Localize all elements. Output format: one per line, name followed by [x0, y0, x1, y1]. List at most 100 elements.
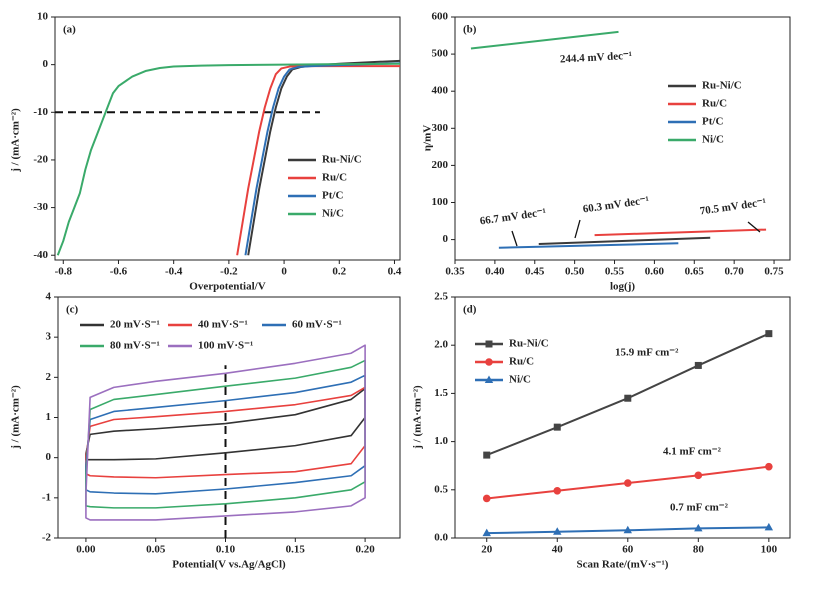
- annotation-pointer: [511, 230, 518, 247]
- annotation: 244.4 mV dec⁻¹: [560, 50, 633, 66]
- panel-label: (b): [463, 24, 477, 36]
- x-tick-label: 0.60: [645, 266, 665, 278]
- x-tick-label: 0.00: [76, 544, 96, 556]
- marker: [623, 479, 632, 487]
- panel-label: (c): [66, 304, 79, 316]
- x-tick-label: 0.70: [725, 266, 745, 278]
- annotation-pointer: [574, 219, 581, 239]
- annotation-pointer: [747, 221, 761, 233]
- legend-label: 80 mV·S⁻¹: [110, 340, 160, 352]
- series-line: [538, 236, 711, 246]
- x-tick-label: 0.05: [146, 544, 166, 556]
- y-tick-label: -40: [33, 249, 48, 261]
- x-tick-label: 40: [552, 544, 564, 556]
- marker: [765, 462, 773, 471]
- x-tick-label: 0.35: [445, 266, 465, 278]
- x-tick-label: 0.10: [216, 544, 236, 556]
- y-tick-label: 0.5: [434, 483, 448, 495]
- legend-label: Ni/C: [702, 134, 724, 146]
- marker: [694, 471, 703, 480]
- series-line: [244, 62, 401, 256]
- annotation: 4.1 mF cm⁻²: [663, 446, 722, 458]
- marker: [483, 451, 491, 459]
- annotation: 15.9 mF cm⁻²: [615, 347, 679, 359]
- legend-label: 60 mV·S⁻¹: [292, 319, 342, 331]
- legend-label: Ru/C: [322, 172, 347, 184]
- plot-frame: [454, 16, 791, 261]
- x-tick-label: 60: [622, 544, 634, 556]
- x-tick-label: 0: [281, 266, 287, 278]
- y-tick-label: -1: [42, 491, 51, 503]
- marker: [553, 423, 561, 431]
- marker: [482, 494, 491, 503]
- x-tick-label: 0.65: [685, 266, 705, 278]
- x-axis-label: Overpotential/V: [189, 281, 265, 293]
- x-axis-label: log(j): [610, 281, 635, 293]
- y-tick-label: 600: [432, 11, 449, 23]
- marker: [482, 528, 491, 537]
- y-tick-label: -30: [33, 201, 48, 213]
- panel-label: (a): [63, 24, 76, 36]
- legend-label: 40 mV·S⁻¹: [198, 319, 248, 331]
- y-tick-label: 2.0: [434, 339, 448, 351]
- x-tick-label: 0.20: [355, 544, 375, 556]
- series-line: [85, 344, 366, 521]
- legend-label: Ru/C: [702, 98, 727, 110]
- marker: [694, 361, 702, 369]
- plot-frame: [57, 296, 401, 539]
- x-tick-label: -0.4: [165, 266, 183, 278]
- y-tick-label: 1.0: [434, 435, 448, 447]
- x-tick-label: 0.75: [764, 266, 784, 278]
- x-axis-label: Potential(V vs.Ag/AgCl): [172, 559, 286, 571]
- x-tick-label: 0.15: [286, 544, 306, 556]
- x-tick-label: 0.55: [605, 266, 625, 278]
- series-line: [56, 62, 401, 256]
- marker: [624, 394, 632, 402]
- y-tick-label: 0.0: [434, 532, 448, 544]
- x-tick-label: 0.40: [485, 266, 505, 278]
- y-tick-label: -20: [33, 153, 48, 165]
- legend-label: Ni/C: [509, 374, 531, 386]
- y-tick-label: 10: [37, 11, 49, 23]
- y-tick-label: 2: [46, 371, 52, 383]
- x-tick-label: 20: [481, 544, 493, 556]
- y-axis-label: j / (mA·cm⁻²): [412, 385, 424, 450]
- series-line: [470, 30, 619, 50]
- legend-label: Ru/C: [509, 356, 534, 368]
- y-tick-label: 1.5: [434, 387, 448, 399]
- y-tick-label: 1: [46, 411, 52, 423]
- x-tick-label: 100: [761, 544, 778, 556]
- marker: [764, 522, 774, 531]
- legend-label: Ru-Ni/C: [509, 338, 549, 350]
- panel-label: (d): [463, 304, 477, 316]
- series-line: [594, 228, 767, 237]
- y-tick-label: -2: [42, 532, 52, 544]
- legend-label: 20 mV·S⁻¹: [110, 319, 160, 331]
- marker: [485, 358, 493, 366]
- y-axis-label: j / (mA·cm⁻²): [10, 385, 22, 450]
- x-tick-label: 80: [693, 544, 705, 556]
- legend-label: Pt/C: [702, 116, 723, 128]
- y-tick-label: 0: [46, 451, 52, 463]
- y-tick-label: -10: [33, 106, 48, 118]
- y-tick-label: 4: [46, 291, 52, 303]
- plot-frame: [454, 296, 791, 539]
- x-axis-label: Scan Rate/(mV·s⁻¹): [577, 559, 669, 571]
- x-tick-label: -0.8: [55, 266, 73, 278]
- y-tick-label: 100: [432, 196, 449, 208]
- plot-frame: [54, 16, 401, 261]
- legend-label: Ru-Ni/C: [702, 80, 742, 92]
- y-axis-label: η/mV: [422, 125, 434, 151]
- legend-label: 100 mV·S⁻¹: [198, 340, 253, 352]
- annotation: 60.3 mV dec⁻¹: [582, 194, 650, 215]
- x-tick-label: 0.50: [565, 266, 585, 278]
- x-tick-label: 0.4: [388, 266, 402, 278]
- marker: [485, 340, 493, 348]
- marker: [765, 330, 773, 338]
- y-tick-label: 3: [46, 331, 52, 343]
- legend-label: Ni/C: [322, 208, 344, 220]
- y-tick-label: 2.5: [434, 291, 448, 303]
- series-line: [498, 242, 679, 249]
- x-tick-label: 0.45: [525, 266, 545, 278]
